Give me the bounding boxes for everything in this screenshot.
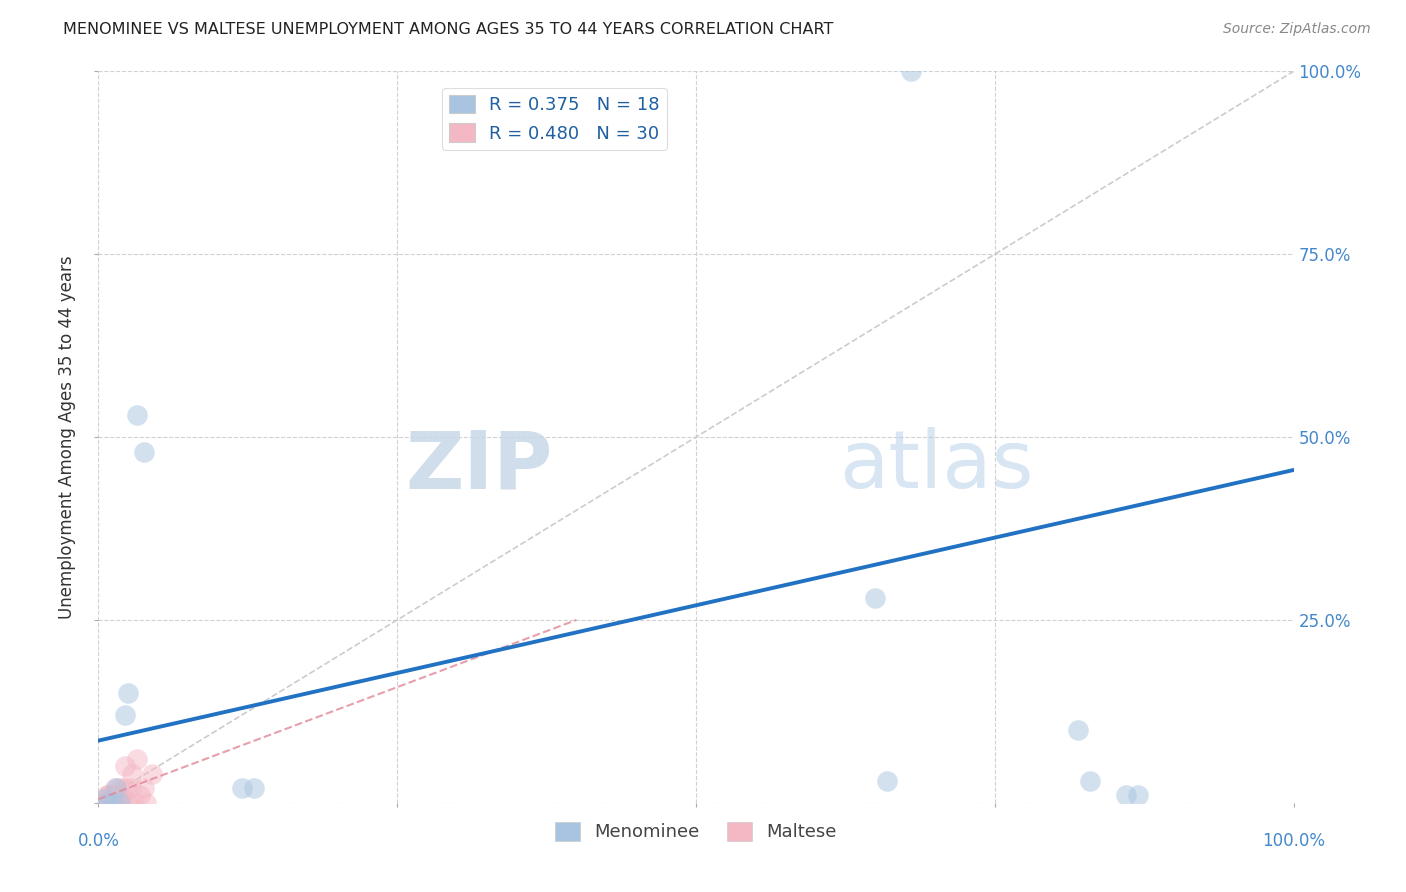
Point	[101, 789, 124, 803]
Point	[98, 796, 122, 810]
Point	[108, 796, 131, 810]
Point	[90, 796, 112, 810]
Point	[900, 64, 922, 78]
Point	[231, 781, 253, 796]
Point	[132, 781, 155, 796]
Point	[104, 781, 127, 796]
Y-axis label: Unemployment Among Ages 35 to 44 years: Unemployment Among Ages 35 to 44 years	[58, 255, 76, 619]
Point	[96, 789, 118, 803]
Point	[121, 766, 143, 780]
Point	[93, 792, 115, 806]
Point	[1067, 723, 1090, 737]
Point	[1128, 789, 1150, 803]
Point	[110, 796, 132, 810]
Point	[876, 773, 898, 788]
Point	[135, 796, 157, 810]
Point	[112, 781, 135, 796]
Point	[132, 444, 155, 458]
Point	[114, 708, 136, 723]
Text: ZIP: ZIP	[405, 427, 553, 506]
Point	[93, 796, 115, 810]
Point	[1115, 789, 1137, 803]
Point	[100, 796, 122, 810]
Point	[1080, 773, 1102, 788]
Point	[129, 789, 152, 803]
Text: atlas: atlas	[839, 427, 1033, 506]
Point	[141, 766, 163, 780]
Text: Source: ZipAtlas.com: Source: ZipAtlas.com	[1223, 22, 1371, 37]
Point	[91, 796, 114, 810]
Point	[105, 781, 128, 796]
Point	[103, 789, 125, 803]
Point	[94, 796, 117, 810]
Point	[120, 781, 142, 796]
Point	[105, 796, 128, 810]
Point	[107, 781, 129, 796]
Point	[108, 796, 131, 810]
Point	[125, 408, 148, 422]
Point	[117, 686, 139, 700]
Point	[243, 781, 266, 796]
Point	[117, 796, 139, 810]
Point	[98, 789, 121, 803]
Text: 100.0%: 100.0%	[1263, 832, 1324, 850]
Point	[114, 759, 136, 773]
Text: 0.0%: 0.0%	[77, 832, 120, 850]
Legend: Menominee, Maltese: Menominee, Maltese	[548, 814, 844, 848]
Point	[101, 796, 124, 810]
Point	[125, 752, 148, 766]
Text: MENOMINEE VS MALTESE UNEMPLOYMENT AMONG AGES 35 TO 44 YEARS CORRELATION CHART: MENOMINEE VS MALTESE UNEMPLOYMENT AMONG …	[63, 22, 834, 37]
Point	[91, 796, 114, 810]
Point	[97, 789, 120, 803]
Point	[124, 796, 146, 810]
Point	[107, 789, 129, 803]
Point	[865, 591, 887, 605]
Point	[111, 789, 134, 803]
Point	[97, 796, 120, 810]
